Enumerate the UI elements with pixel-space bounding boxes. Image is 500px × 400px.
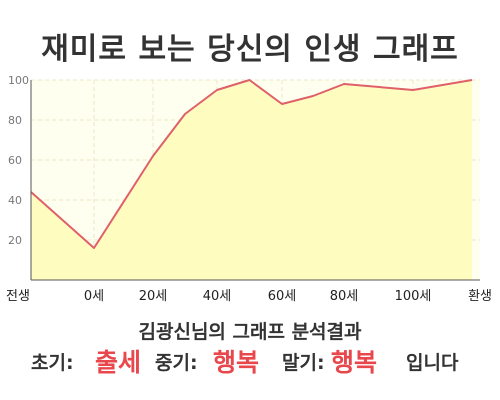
x-tick-label: 환생 [468, 289, 492, 304]
ending-text: 입니다 [406, 352, 459, 374]
mid-value: 행복 [213, 348, 260, 377]
x-tick-label: 전생 [6, 289, 30, 304]
life-graph-chart: 20 40 60 80 100 전생 0세 20세 40세 60세 80세 100세 환생 [6, 74, 492, 304]
x-tick-label: 80세 [330, 289, 359, 304]
x-tick-label: 40세 [203, 289, 232, 304]
early-label: 초기: [31, 352, 74, 374]
area-fill [31, 80, 472, 280]
early-value: 출세 [95, 348, 142, 377]
x-tick-label: 20세 [139, 289, 168, 304]
y-tick-label: 100 [8, 74, 29, 87]
x-tick-label: 100세 [395, 289, 432, 304]
y-tick-label: 60 [8, 154, 22, 167]
analysis-subtitle: 김광신님의 그래프 분석결과 [138, 321, 362, 343]
page-title: 재미로 보는 당신의 인생 그래프 [41, 32, 459, 67]
x-tick-label: 0세 [84, 289, 104, 304]
late-value: 행복 [331, 348, 378, 377]
life-curve-line [30, 79, 473, 249]
mid-label: 중기: [155, 352, 198, 374]
x-tick-label: 60세 [268, 289, 297, 304]
y-tick-label: 80 [8, 114, 22, 127]
y-tick-label: 20 [8, 234, 22, 247]
late-label: 말기: [282, 352, 325, 374]
y-tick-label: 40 [8, 194, 22, 207]
